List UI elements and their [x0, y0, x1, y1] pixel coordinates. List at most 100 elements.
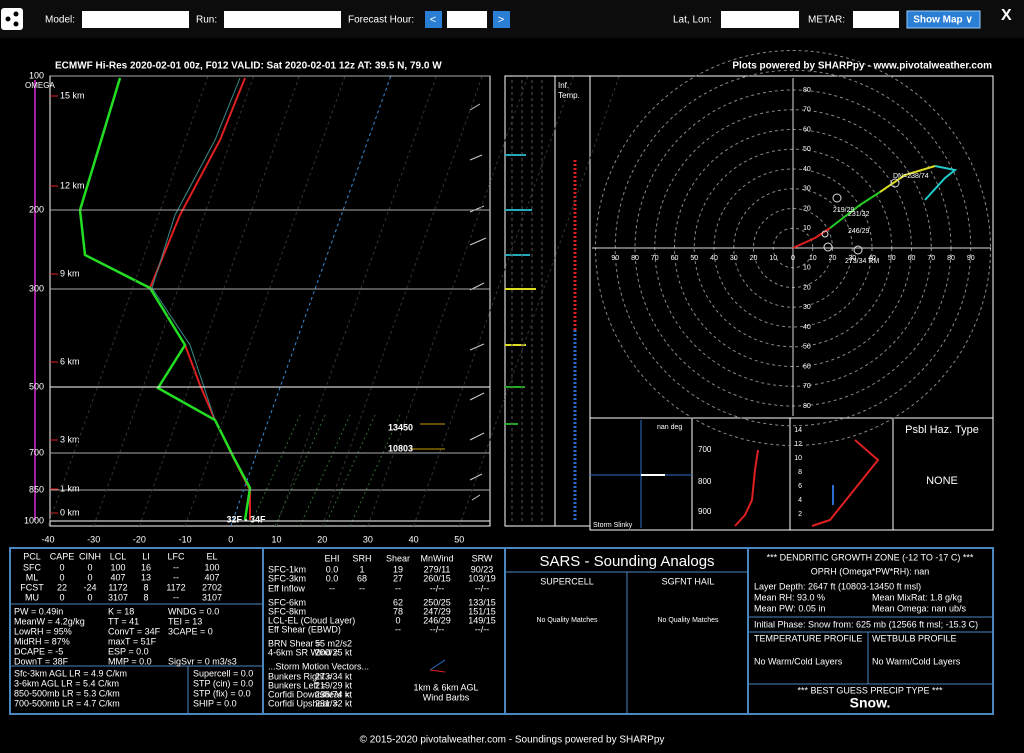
table-header: LI: [142, 551, 150, 561]
isotherm: [93, 75, 255, 527]
hodo-label: 219/29: [833, 207, 855, 214]
lapse-rate: Sfc-3km AGL LR = 4.9 C/km: [14, 668, 127, 678]
run-select[interactable]: [224, 11, 341, 28]
table-header: CINH: [79, 551, 101, 561]
table-header: LFC: [167, 551, 185, 561]
model-select[interactable]: [82, 11, 189, 28]
table-cell: 260/15: [423, 573, 451, 583]
row-label: Eff Shear (EBWD): [268, 624, 341, 634]
hodo-y-label: 30: [803, 186, 811, 193]
table-cell: --/--: [430, 624, 445, 634]
model-value[interactable]: ECMWF Hi-Res: [88, 15, 159, 26]
index: ConvT = 34F: [108, 626, 161, 636]
table-header: PCL: [23, 551, 41, 561]
table-cell: 0: [87, 572, 92, 582]
table-cell: 0: [59, 592, 64, 602]
table-cell: 2702: [202, 582, 222, 592]
hour-select[interactable]: [447, 11, 487, 28]
label: Initial Phase: Snow from: 625 mb (12566 …: [754, 619, 978, 629]
share-icon: [13, 21, 19, 27]
table-header: EHI: [324, 553, 339, 563]
run-value[interactable]: Sat 2020-02-01 00z: [230, 15, 318, 26]
table-header: MnWind: [420, 553, 453, 563]
index: PW = 0.49in: [14, 606, 63, 616]
index: MeanW = 4.2g/kg: [14, 616, 85, 626]
hodo-y-label: 10: [803, 225, 811, 232]
index: TT = 41: [108, 616, 139, 626]
dgz-level: 13450: [388, 422, 413, 432]
table-header: LCL: [110, 551, 127, 561]
hodo-x-label: 70: [651, 255, 659, 262]
dgz-title: *** DENDRITIC GROWTH ZONE (-12 TO -17 C)…: [767, 552, 974, 562]
hodo-y-label: 20: [803, 205, 811, 212]
show-map[interactable]: Show Map ∨: [913, 15, 973, 26]
temp-label: 30: [363, 534, 373, 544]
pressure-label: 1000: [24, 515, 44, 525]
isotherm: [47, 75, 209, 527]
table-cell: --: [359, 583, 365, 593]
table-cell: 250/25: [423, 597, 451, 607]
label: No Warm/Cold Layers: [754, 656, 843, 666]
hodo-x-label: 10: [769, 255, 777, 262]
table-cell: 68: [357, 573, 367, 583]
close-button[interactable]: X: [1001, 7, 1012, 24]
lapse-rate: 3-6km AGL LR = 5.4 C/km: [14, 678, 119, 688]
height-label: 4: [798, 497, 802, 504]
index: MMP = 0.0: [108, 656, 152, 666]
table-cell: 3107: [202, 592, 222, 602]
table-cell: 16: [141, 562, 151, 572]
label: Model:: [45, 15, 75, 26]
table-cell: 19: [393, 564, 403, 574]
label: Temp.: [558, 91, 580, 100]
inferred-grid: [511, 80, 543, 524]
barbs-label: 1km & 6km AGL: [413, 682, 478, 692]
isotherm: [138, 75, 300, 527]
height-label: 2: [798, 511, 802, 518]
table-header: Shear: [386, 553, 410, 563]
table-cell: -24: [83, 582, 96, 592]
hodo-y-label: 50: [803, 146, 811, 153]
row-label: SFC-6km: [268, 597, 306, 607]
hodo-x-label: 20: [750, 255, 758, 262]
omega-label: OMEGA: [25, 81, 55, 90]
hodo-label: 231/32: [848, 211, 870, 218]
table-cell: --: [173, 562, 179, 572]
table-cell: --/--: [475, 624, 490, 634]
hodo-x-label: 40: [710, 255, 718, 262]
label: ...Storm Motion Vectors...: [268, 661, 369, 671]
prev-button[interactable]: [425, 11, 442, 28]
hodo-y-label: 30: [803, 304, 811, 311]
hodo-x-label: 20: [829, 255, 837, 262]
index: TEI = 13: [168, 616, 202, 626]
hodo-label: 273/34 RM: [845, 258, 879, 265]
hodograph-trace: [924, 165, 958, 201]
label: Inf.: [558, 81, 569, 90]
index: K = 18: [108, 606, 134, 616]
table-cell: 1172: [108, 582, 127, 592]
pressure-label: 200: [29, 204, 44, 214]
stp-trace: [811, 439, 880, 527]
precip-type: Snow.: [850, 695, 891, 711]
table-cell: --: [395, 624, 401, 634]
table-cell: 0: [87, 592, 92, 602]
next[interactable]: >: [498, 14, 504, 26]
metar-input[interactable]: [853, 11, 899, 28]
prev[interactable]: <: [430, 14, 436, 26]
hodo-x-label: 90: [967, 255, 975, 262]
table-cell: 8: [143, 582, 148, 592]
next-button[interactable]: [493, 11, 510, 28]
show-map-button[interactable]: [906, 10, 981, 29]
index: maxT = 51F: [108, 636, 157, 646]
hour-value[interactable]: 012: [452, 15, 469, 26]
temp-label: 0: [228, 534, 233, 544]
storm-markers: [821, 178, 900, 255]
latlon-input[interactable]: [721, 11, 799, 28]
share-button[interactable]: [1, 8, 23, 30]
row-label: Eff Inflow: [268, 583, 305, 593]
temp-label: -30: [87, 534, 100, 544]
latlon-value[interactable]: 39.48, -79.06: [725, 15, 784, 26]
isotherm: [321, 75, 483, 527]
table-header: CAPE: [50, 551, 75, 561]
table-cell: MU: [25, 592, 39, 602]
table-cell: FCST: [20, 582, 44, 592]
